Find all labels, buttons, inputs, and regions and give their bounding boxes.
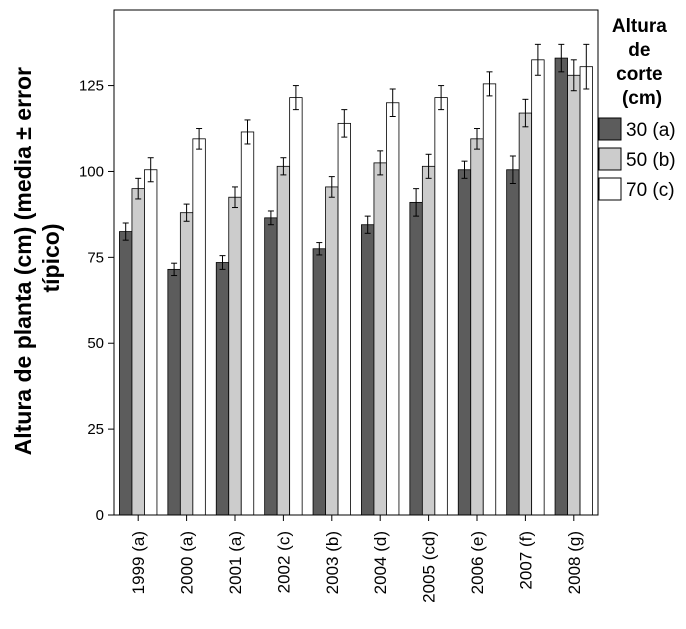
y-tick-label: 25 <box>87 421 104 438</box>
y-tick-label: 100 <box>79 163 104 180</box>
y-axis-label-line-1: Altura de planta (cm) (media ± error <box>10 67 36 455</box>
bar <box>289 97 303 516</box>
bar <box>506 169 520 516</box>
bar <box>131 188 145 516</box>
legend-swatch <box>598 147 622 171</box>
bar <box>470 138 484 516</box>
bar <box>373 162 387 516</box>
x-tick-label: 2008 (g) <box>565 531 584 594</box>
legend-title-line-2: de <box>628 40 650 61</box>
bar <box>554 57 568 516</box>
x-tick-label: 2001 (a) <box>226 531 245 594</box>
bar <box>482 83 497 516</box>
legend-label: 70 (c) <box>626 180 675 201</box>
bar <box>421 165 436 516</box>
legend-items: 30 (a) 50 (b) 70 (c) <box>598 117 676 201</box>
y-tick-label: 75 <box>87 249 104 266</box>
bar <box>276 165 291 516</box>
bar <box>167 268 181 516</box>
legend: Altura de corte (cm) 30 (a) 50 (b) 70 (c) <box>598 16 676 201</box>
legend-title-line-3: corte <box>616 64 662 85</box>
legend-label: 50 (b) <box>626 150 676 171</box>
legend-title: Altura de corte (cm) <box>612 16 672 109</box>
x-tick-label: 2000 (a) <box>178 531 197 594</box>
legend-swatch <box>598 117 622 141</box>
legend-title-line-1: Altura <box>612 16 667 37</box>
error-bars-group <box>122 43 590 277</box>
bar <box>179 212 194 516</box>
x-tick-label: 2005 (cd) <box>420 531 439 603</box>
bar <box>531 59 545 516</box>
bar <box>434 97 448 516</box>
bar <box>119 231 133 516</box>
x-tick-label: 2006 (e) <box>468 531 487 594</box>
x-tick-label: 2007 (f) <box>516 531 535 590</box>
y-tick-label: 0 <box>96 507 104 524</box>
bar <box>325 186 339 516</box>
bar <box>361 224 375 516</box>
bar <box>192 138 206 516</box>
bar <box>312 248 326 516</box>
y-axis-label: Altura de planta (cm) (media ± error típ… <box>10 61 64 456</box>
bar <box>337 122 351 516</box>
bar <box>215 262 230 516</box>
y-tick-label: 125 <box>79 78 104 95</box>
plot-frame <box>113 9 599 516</box>
x-tick-label: 2002 (c) <box>274 531 293 593</box>
bar <box>579 66 593 516</box>
x-tick-label: 2004 (d) <box>371 531 390 594</box>
y-axis-label-line-2: típico) <box>38 224 64 293</box>
x-axis: 1999 (a) 2000 (a) 2001 (a) 2002 (c) 2003 (b)… <box>129 515 584 603</box>
bar <box>386 102 400 516</box>
legend-label: 30 (a) <box>626 120 676 141</box>
legend-swatch <box>598 177 622 201</box>
legend-title-line-4: (cm) <box>622 88 662 109</box>
bar <box>144 169 158 516</box>
bar <box>457 169 472 516</box>
bar <box>264 217 278 516</box>
bar <box>518 112 533 516</box>
bar <box>228 196 242 516</box>
bar <box>240 131 255 516</box>
x-tick-label: 1999 (a) <box>129 531 148 594</box>
x-tick-label: 2003 (b) <box>323 531 342 594</box>
y-tick-label: 50 <box>87 335 104 352</box>
y-axis: 0 25 50 75 100 125 <box>79 78 114 524</box>
bars-group <box>119 57 593 516</box>
bar <box>409 201 423 516</box>
bar <box>567 74 581 516</box>
